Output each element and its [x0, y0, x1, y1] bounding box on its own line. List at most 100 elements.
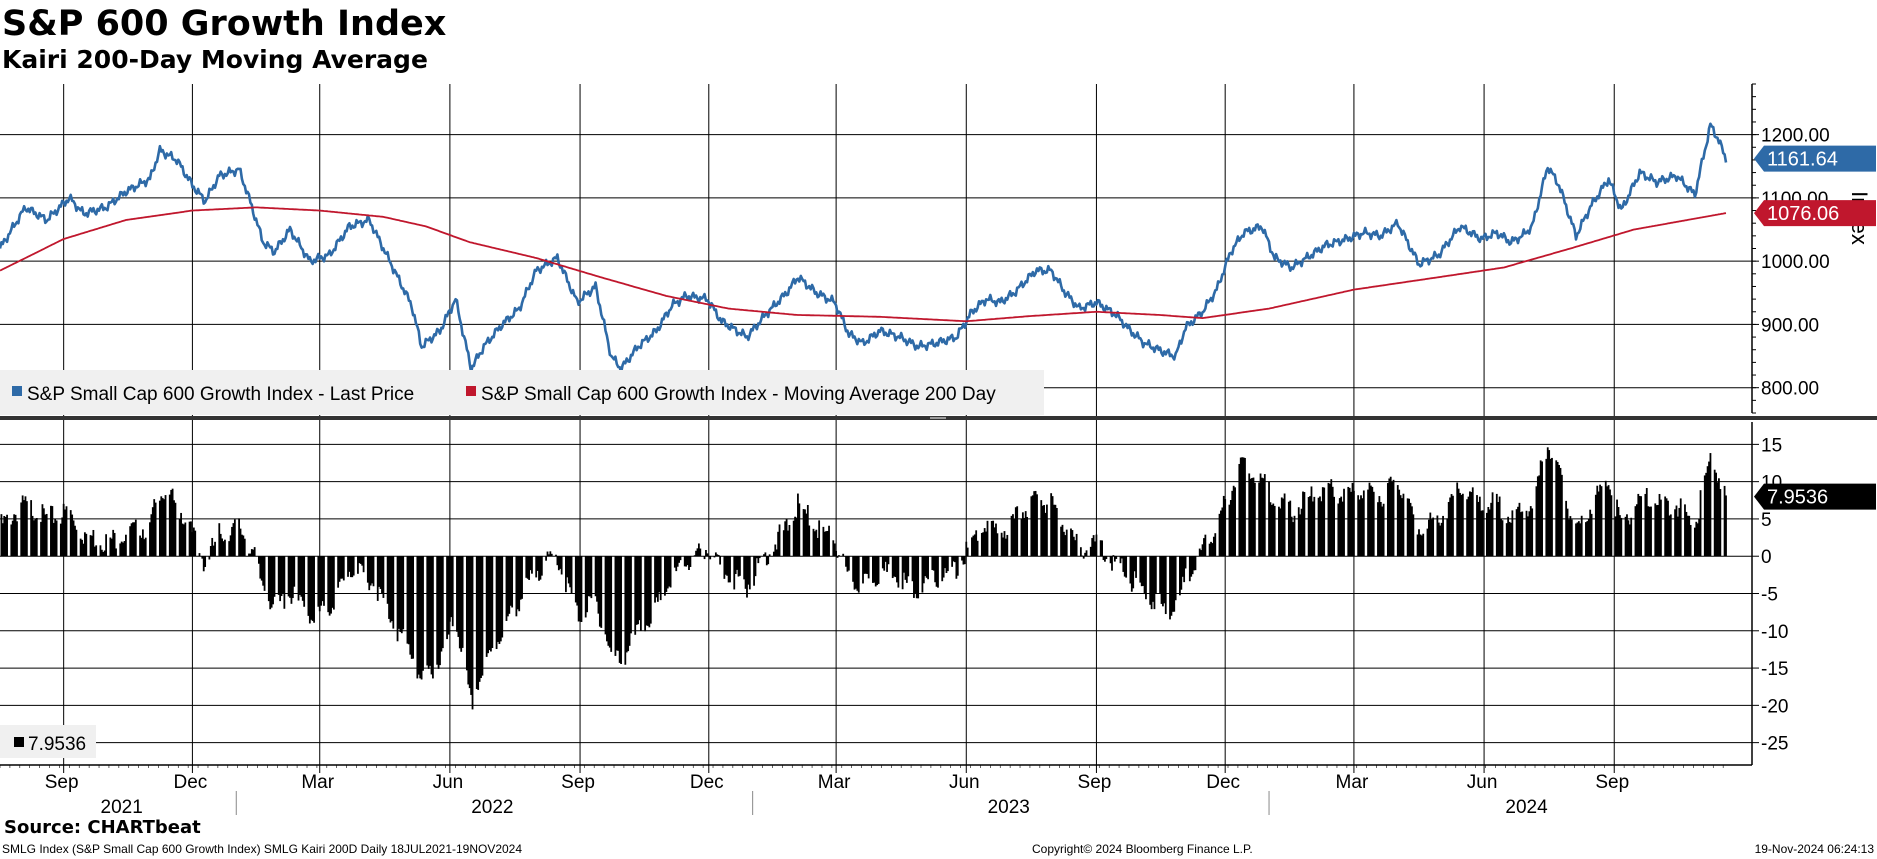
kairi-bar — [716, 554, 719, 557]
kairi-bar — [83, 532, 86, 557]
kairi-bar — [376, 556, 379, 601]
kairi-bar — [1075, 533, 1078, 557]
kairi-bar — [1546, 447, 1549, 557]
kairi-bar — [3, 516, 6, 557]
kairi-bar — [1079, 547, 1082, 557]
kairi-bar — [565, 556, 567, 593]
kairi-bar — [1723, 485, 1726, 557]
kairi-bar — [340, 556, 342, 579]
kairi-bar — [1357, 495, 1360, 557]
kairi-bar — [33, 520, 35, 557]
kairi-bar — [713, 556, 716, 558]
kairi-bar — [1143, 556, 1146, 595]
kairi-bar — [1024, 511, 1027, 557]
kairi-bar — [1201, 544, 1204, 557]
kairi-bar — [1193, 556, 1195, 571]
kairi-bar — [1113, 556, 1116, 562]
kairi-bar — [737, 556, 740, 577]
kairi-bar — [1367, 489, 1369, 557]
kairi-bar — [1006, 534, 1009, 557]
kairi-bar — [91, 535, 93, 557]
kairi-bar — [580, 556, 583, 622]
kairi-bar — [1200, 550, 1203, 557]
kairi-bar — [1480, 510, 1483, 557]
kairi-bar — [985, 531, 987, 557]
kairi-bar — [1587, 518, 1590, 557]
kairi-bar — [1647, 506, 1650, 557]
kairi-bar — [1139, 556, 1142, 583]
kairi-bar — [719, 556, 722, 565]
kairi-bar — [283, 556, 286, 609]
kairi-bar — [519, 556, 522, 600]
kairi-bar — [1368, 482, 1371, 557]
kairi-bar — [1517, 506, 1519, 557]
kairi-bar — [774, 544, 777, 557]
kairi-bar — [1596, 485, 1599, 557]
kairi-bar — [1122, 556, 1125, 572]
kairi-bar — [23, 500, 25, 557]
kairi-bar — [1406, 498, 1409, 557]
kairi-bar — [1351, 482, 1354, 557]
kairi-bar — [896, 556, 898, 583]
kairi-bar — [308, 556, 311, 624]
kairi-bar — [1307, 497, 1310, 557]
kairi-bar — [1252, 477, 1255, 557]
kairi-bar — [229, 535, 232, 557]
kairi-bar — [1630, 517, 1633, 557]
kairi-bar — [1372, 491, 1375, 557]
kairi-bar — [1353, 490, 1355, 557]
kairi-bar — [327, 556, 330, 613]
kairi-bar — [481, 556, 484, 676]
kairi-bar — [422, 556, 424, 671]
kairi-bar — [617, 556, 620, 651]
kairi-bar — [174, 502, 177, 557]
kairi-bar — [99, 545, 102, 557]
kairi-bar — [1420, 535, 1423, 557]
kairi-bar — [1133, 556, 1136, 572]
ticker-footnote: SMLG Index (S&P Small Cap 600 Growth Ind… — [2, 842, 523, 856]
kairi-bar — [1212, 536, 1215, 557]
kairi-bar — [797, 493, 799, 557]
kairi-bar — [1527, 516, 1529, 557]
kairi-bar — [911, 556, 914, 582]
kairi-bar — [1170, 556, 1173, 616]
kairi-bar — [488, 556, 491, 651]
kairi-bar — [487, 556, 489, 654]
kairi-bar — [990, 520, 993, 557]
kairi-bar — [72, 520, 75, 557]
kairi-bar — [379, 556, 382, 589]
legend-swatch — [14, 737, 24, 747]
kairi-bar — [1327, 482, 1330, 557]
kairi-bar — [1638, 495, 1641, 557]
kairi-bar — [1194, 556, 1197, 571]
last-value-tag-text: 1076.06 — [1767, 203, 1839, 225]
kairi-bar — [1181, 556, 1184, 577]
kairi-bar — [846, 556, 849, 572]
kairi-bar — [61, 517, 64, 557]
kairi-bar — [163, 499, 166, 557]
kairi-bar — [647, 556, 649, 626]
kairi-bar — [758, 556, 761, 559]
kairi-bar — [1081, 555, 1084, 557]
kairi-bar — [805, 513, 808, 557]
kairi-bar — [1239, 457, 1242, 557]
kairi-bar — [1669, 514, 1672, 557]
kairi-bar — [1054, 504, 1057, 557]
kairi-bar — [1411, 506, 1413, 557]
kairi-bar — [1536, 476, 1539, 557]
kairi-bar — [249, 553, 252, 557]
kairi-bar — [798, 503, 801, 557]
kairi-bar — [272, 556, 274, 605]
kairi-bar — [1618, 515, 1621, 557]
grid-lines — [0, 84, 1752, 765]
kairi-bar — [986, 520, 989, 557]
kairi-bar — [826, 530, 829, 557]
x-month-label: Mar — [818, 772, 851, 793]
kairi-bar — [400, 556, 403, 634]
kairi-bar — [1377, 502, 1379, 557]
kairi-bar — [54, 518, 57, 557]
kairi-bar — [341, 556, 344, 579]
kairi-bar — [21, 495, 24, 557]
kairi-bar — [427, 556, 430, 669]
kairi-bar — [328, 556, 331, 616]
